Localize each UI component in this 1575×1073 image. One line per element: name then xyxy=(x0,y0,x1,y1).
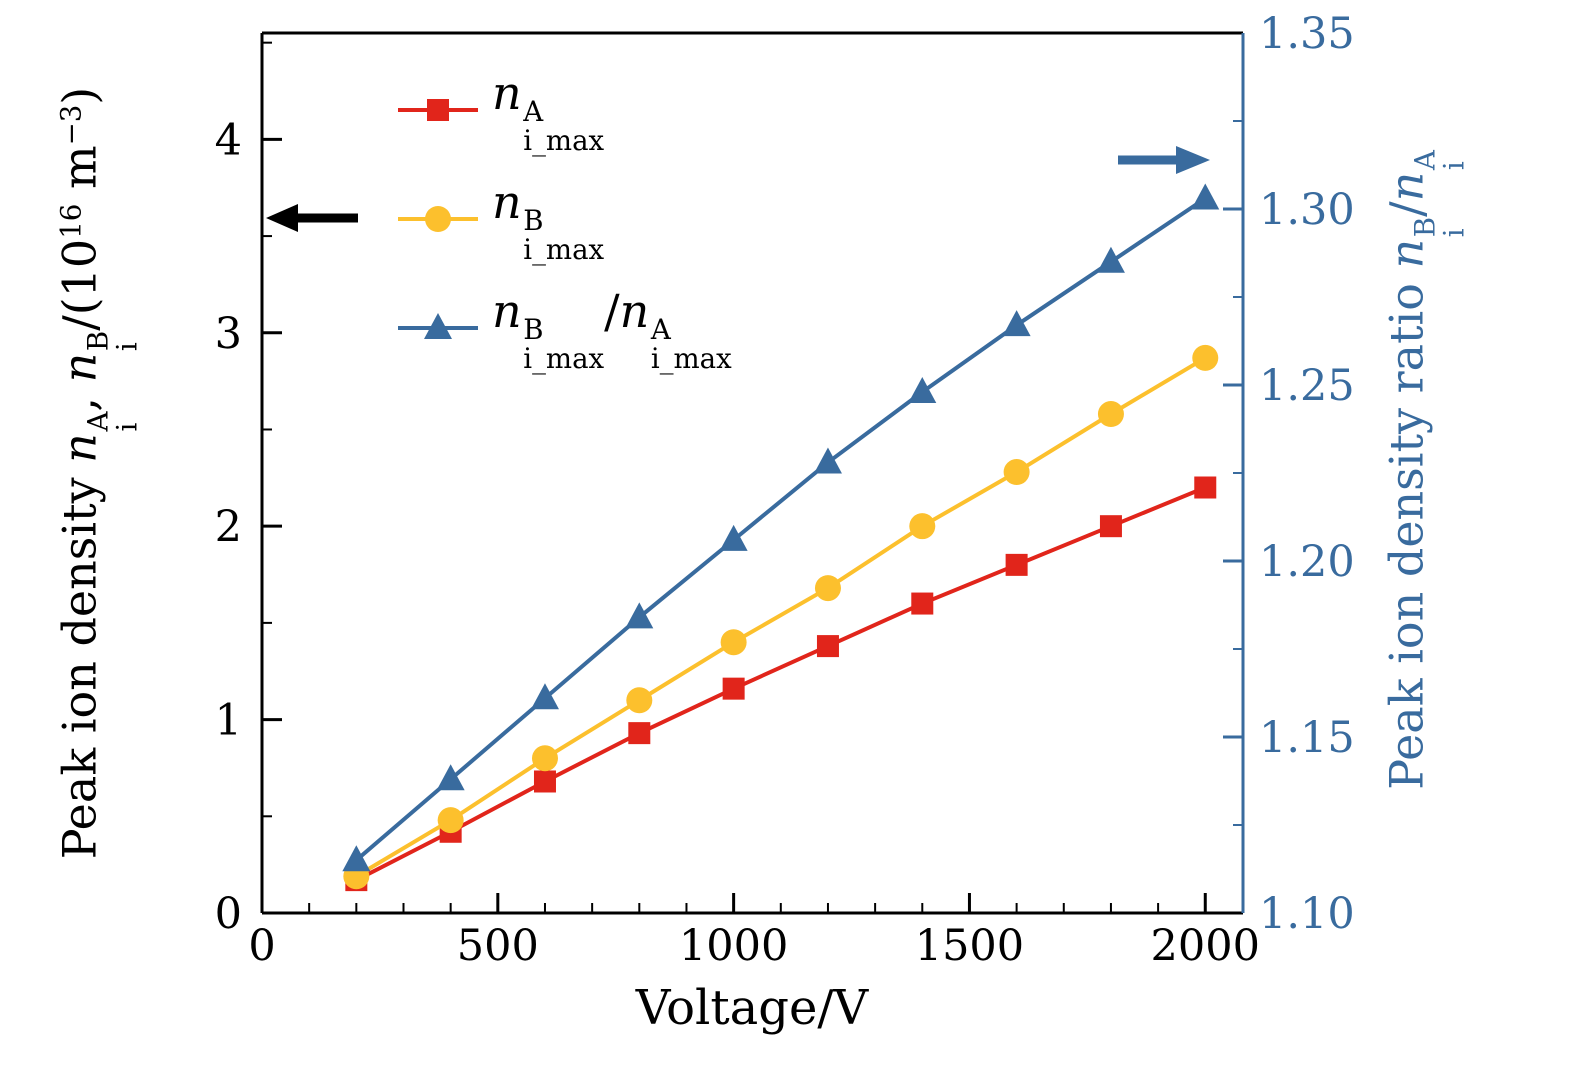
circle-marker xyxy=(626,687,653,714)
triangle-marker xyxy=(1191,183,1220,210)
triangle-marker xyxy=(1002,310,1031,337)
right-tick-label: 1.25 xyxy=(1259,361,1355,411)
legend-key-ratio-B-over-A xyxy=(398,313,478,340)
circle-marker xyxy=(531,745,558,772)
left-tick-label: 3 xyxy=(215,309,242,359)
circle-marker xyxy=(814,575,841,602)
right-tick-label: 1.10 xyxy=(1259,889,1355,939)
series-line-ni-max-A xyxy=(355,485,1207,882)
right-tick-label: 1.35 xyxy=(1259,9,1355,59)
triangle-marker xyxy=(342,845,371,872)
series-line-ni-max-B xyxy=(355,356,1207,878)
circle-marker xyxy=(1192,344,1219,371)
triangle-marker xyxy=(1096,246,1125,273)
square-marker xyxy=(1194,476,1217,499)
triangle-marker xyxy=(813,447,842,474)
x-tick-label: 2000 xyxy=(1151,921,1260,971)
circle-marker xyxy=(1097,401,1124,428)
square-marker xyxy=(533,770,556,793)
right-tick-label: 1.30 xyxy=(1259,185,1355,235)
triangle-marker xyxy=(719,524,748,551)
x-tick-label: 500 xyxy=(457,921,539,971)
x-axis-title: Voltage/V xyxy=(635,980,869,1036)
right-tick-label: 1.15 xyxy=(1259,713,1355,763)
left-tick-label: 0 xyxy=(215,889,242,939)
right-axis-arrowhead xyxy=(1176,146,1210,174)
triangle-marker xyxy=(424,313,452,340)
square-marker xyxy=(1005,553,1028,576)
circle-marker xyxy=(720,629,747,656)
left-axis-arrowhead xyxy=(266,204,298,232)
left-tick-label: 4 xyxy=(215,115,242,165)
triangle-marker xyxy=(436,764,465,791)
circle-marker xyxy=(1003,459,1030,486)
legend-key-ni-max-A xyxy=(398,99,478,122)
circle-marker xyxy=(437,807,464,834)
circle-marker xyxy=(425,206,451,233)
x-tick-label: 0 xyxy=(248,921,275,971)
right-tick-label: 1.20 xyxy=(1259,537,1355,587)
square-marker xyxy=(722,677,745,700)
square-marker xyxy=(427,99,449,122)
triangle-marker xyxy=(530,683,559,710)
left-tick-label: 1 xyxy=(215,696,242,746)
series-line-ratio-B-over-A xyxy=(355,196,1207,862)
square-marker xyxy=(911,592,934,615)
triangle-marker xyxy=(625,602,654,629)
left-tick-label: 2 xyxy=(215,502,242,552)
square-marker xyxy=(816,635,839,658)
circle-marker xyxy=(909,513,936,540)
square-marker xyxy=(1099,515,1122,538)
legend-key-ni-max-B xyxy=(398,206,478,233)
triangle-marker xyxy=(908,377,937,404)
x-tick-label: 1000 xyxy=(679,921,788,971)
x-tick-label: 1500 xyxy=(915,921,1024,971)
square-marker xyxy=(628,722,651,745)
